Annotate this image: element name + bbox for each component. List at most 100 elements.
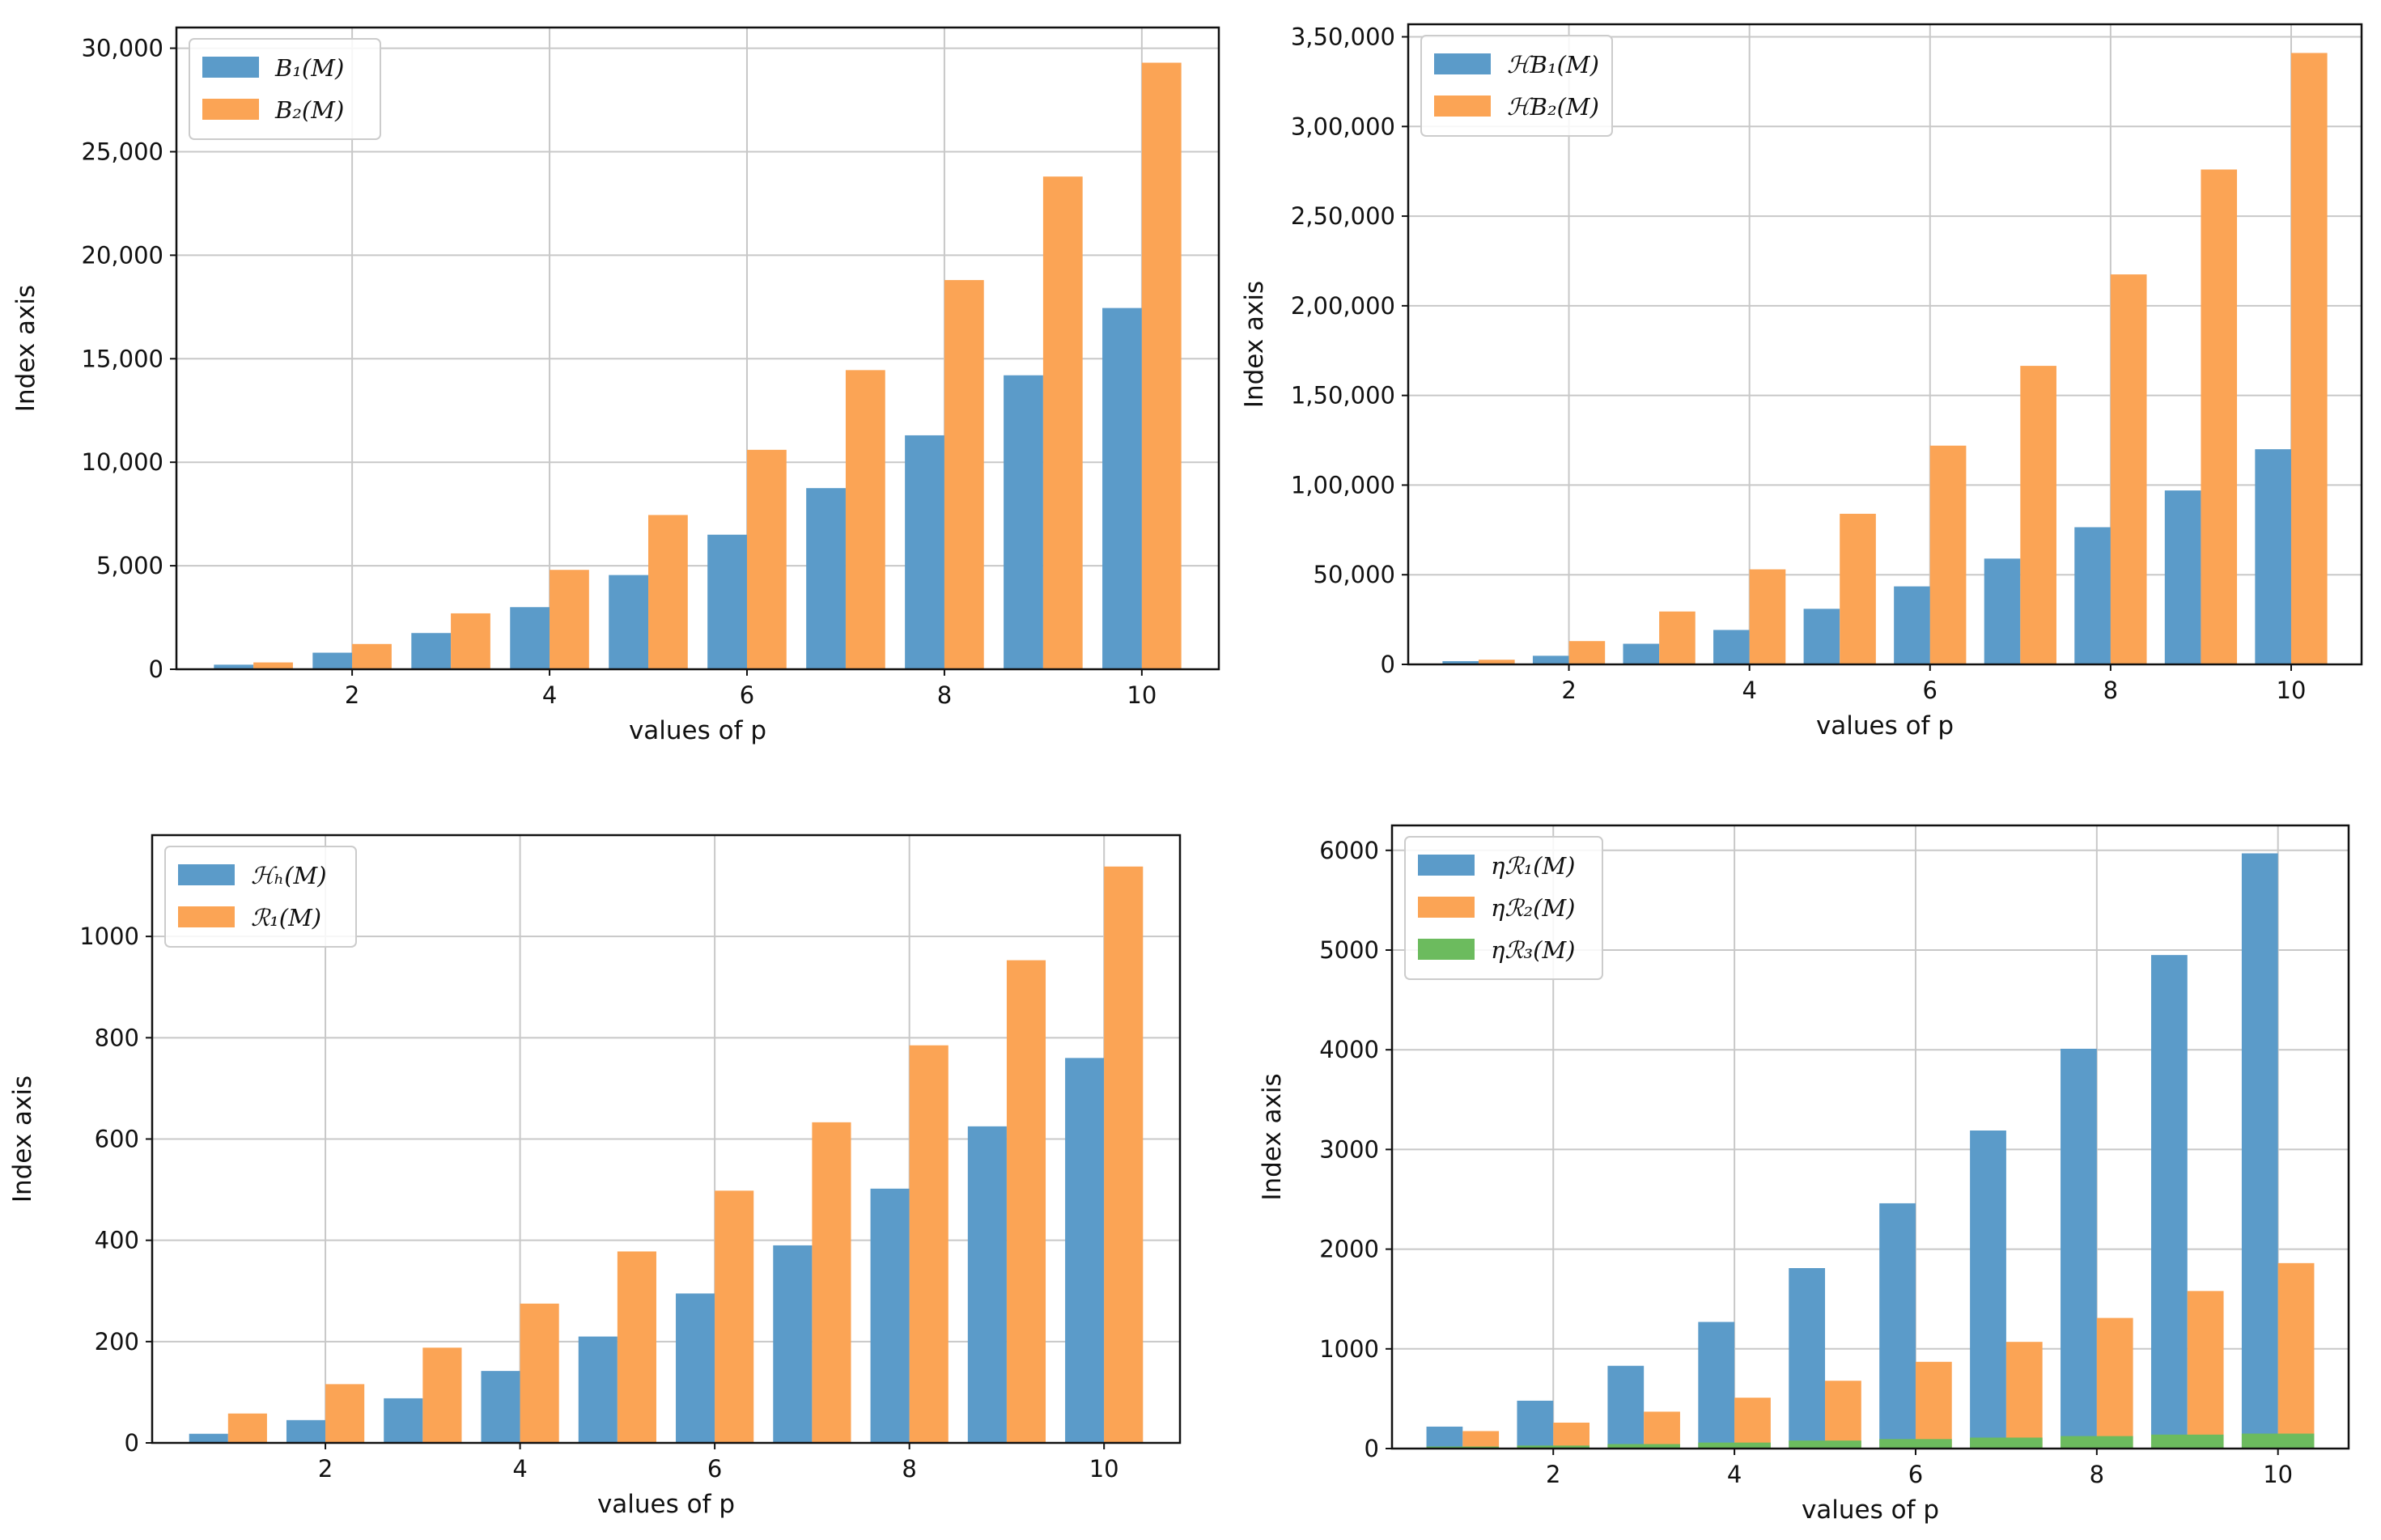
- bar: [2290, 53, 2328, 664]
- y-tick-label: 2000: [1319, 1236, 1379, 1263]
- bar: [214, 664, 254, 669]
- bar: [1713, 630, 1750, 664]
- bar: [1141, 62, 1182, 669]
- bar: [1623, 643, 1660, 664]
- bar: [1532, 655, 1569, 664]
- bar: [325, 1384, 365, 1443]
- x-tick-label: 10: [1127, 681, 1157, 709]
- y-axis-label: Index axis: [1240, 281, 1269, 408]
- y-tick-label: 5,000: [96, 552, 163, 579]
- bar: [1749, 569, 1786, 664]
- bar: [1698, 1442, 1771, 1449]
- y-tick-label: 50,000: [1314, 561, 1395, 588]
- y-tick-label: 3000: [1319, 1135, 1379, 1163]
- bar: [1803, 609, 1840, 664]
- x-axis-label: values of p: [1802, 1495, 1939, 1525]
- legend: ℋB₁(M) ℋB₂(M): [1420, 35, 1613, 137]
- bar: [2164, 490, 2201, 664]
- y-tick-label: 20,000: [82, 241, 163, 269]
- bar: [384, 1398, 423, 1443]
- y-tick-label: 0: [125, 1429, 139, 1457]
- bar: [2201, 169, 2238, 664]
- bar: [715, 1190, 754, 1443]
- bar: [2061, 1048, 2097, 1449]
- y-tick-label: 0: [1365, 1435, 1379, 1462]
- plot-frame: [175, 26, 1220, 671]
- y-tick-label: 30,000: [82, 35, 163, 62]
- bar: [2061, 1436, 2133, 1449]
- bar: [1970, 1437, 2043, 1449]
- y-tick-label: 200: [95, 1328, 139, 1355]
- bar: [1517, 1445, 1590, 1449]
- x-tick-label: 2: [1561, 677, 1576, 704]
- bar: [1607, 1365, 1645, 1449]
- x-tick-label: 10: [2277, 677, 2307, 704]
- legend-swatch: [1434, 95, 1491, 117]
- bar: [1644, 1411, 1680, 1449]
- y-tick-label: 400: [95, 1227, 139, 1254]
- x-axis-label: values of p: [597, 1490, 735, 1519]
- bar: [1825, 1381, 1861, 1449]
- x-tick-label: 8: [2090, 1461, 2104, 1488]
- bar: [1698, 1322, 1735, 1449]
- series-1: [189, 1058, 1105, 1443]
- y-tick-label: 1,00,000: [1291, 471, 1395, 498]
- series-1: [214, 308, 1142, 669]
- bar: [1568, 641, 1606, 664]
- x-tick-label: 8: [2103, 677, 2118, 704]
- bar: [1894, 586, 1930, 664]
- x-tick-label: 6: [740, 681, 754, 709]
- y-tick-label: 3,00,000: [1291, 112, 1395, 140]
- y-tick-label: 2,50,000: [1291, 202, 1395, 230]
- series-1: [1426, 853, 2278, 1449]
- bar: [707, 534, 747, 669]
- bar: [1734, 1398, 1771, 1449]
- bar: [617, 1251, 656, 1443]
- bar: [609, 575, 649, 669]
- legend-swatch: [1434, 53, 1491, 74]
- x-tick-label: 8: [937, 681, 952, 709]
- y-tick-label: 1,50,000: [1291, 382, 1395, 409]
- y-axis-label: Index axis: [1258, 1073, 1287, 1200]
- bar: [2150, 955, 2188, 1449]
- legend-label: ℋB₁(M): [1507, 51, 1599, 78]
- x-tick-label: 2: [345, 681, 359, 709]
- bar: [905, 435, 944, 669]
- chart-2: 2 4 6 8 10 0 50,000 1,00,000 1,50,000 2,00,000 2,5…: [1240, 23, 2363, 740]
- y-tick-label: 800: [95, 1024, 139, 1051]
- bar: [1607, 1444, 1680, 1449]
- bar: [520, 1303, 559, 1443]
- y-tick-label: 5000: [1319, 936, 1379, 964]
- y-tick-label: 0: [149, 655, 163, 683]
- bar: [1102, 308, 1142, 669]
- x-axis-label: values of p: [629, 716, 766, 745]
- bar: [2096, 1317, 2133, 1449]
- bar: [189, 1433, 228, 1443]
- bar: [1004, 375, 1043, 669]
- bar: [1065, 1058, 1105, 1443]
- bar: [2005, 1342, 2043, 1449]
- bar: [253, 662, 293, 669]
- x-tick-label: 4: [512, 1455, 527, 1483]
- series-3: [1426, 1433, 2315, 1449]
- y-axis-label: Index axis: [8, 1075, 37, 1203]
- legend: ℋₕ(M) ℛ₁(M): [164, 846, 357, 948]
- plot-frame: [1390, 824, 2350, 1450]
- bar: [1104, 866, 1144, 1443]
- plot-frame: [1407, 23, 2363, 666]
- bar: [1553, 1422, 1590, 1449]
- bar: [1479, 660, 1515, 664]
- legend: ηℛ₁(M) ηℛ₂(M) ηℛ₃(M): [1404, 836, 1603, 980]
- bar: [481, 1371, 520, 1443]
- y-axis-label: Index axis: [11, 285, 40, 412]
- bar: [773, 1245, 813, 1443]
- legend-label: ηℛ₂(M): [1491, 894, 1575, 922]
- bar: [1840, 513, 1876, 664]
- bar: [2110, 274, 2147, 664]
- y-tick-label: 15,000: [82, 345, 163, 372]
- bar: [967, 1126, 1007, 1443]
- bar: [286, 1419, 326, 1443]
- legend-swatch: [178, 864, 235, 885]
- y-tick-label: 600: [95, 1126, 139, 1153]
